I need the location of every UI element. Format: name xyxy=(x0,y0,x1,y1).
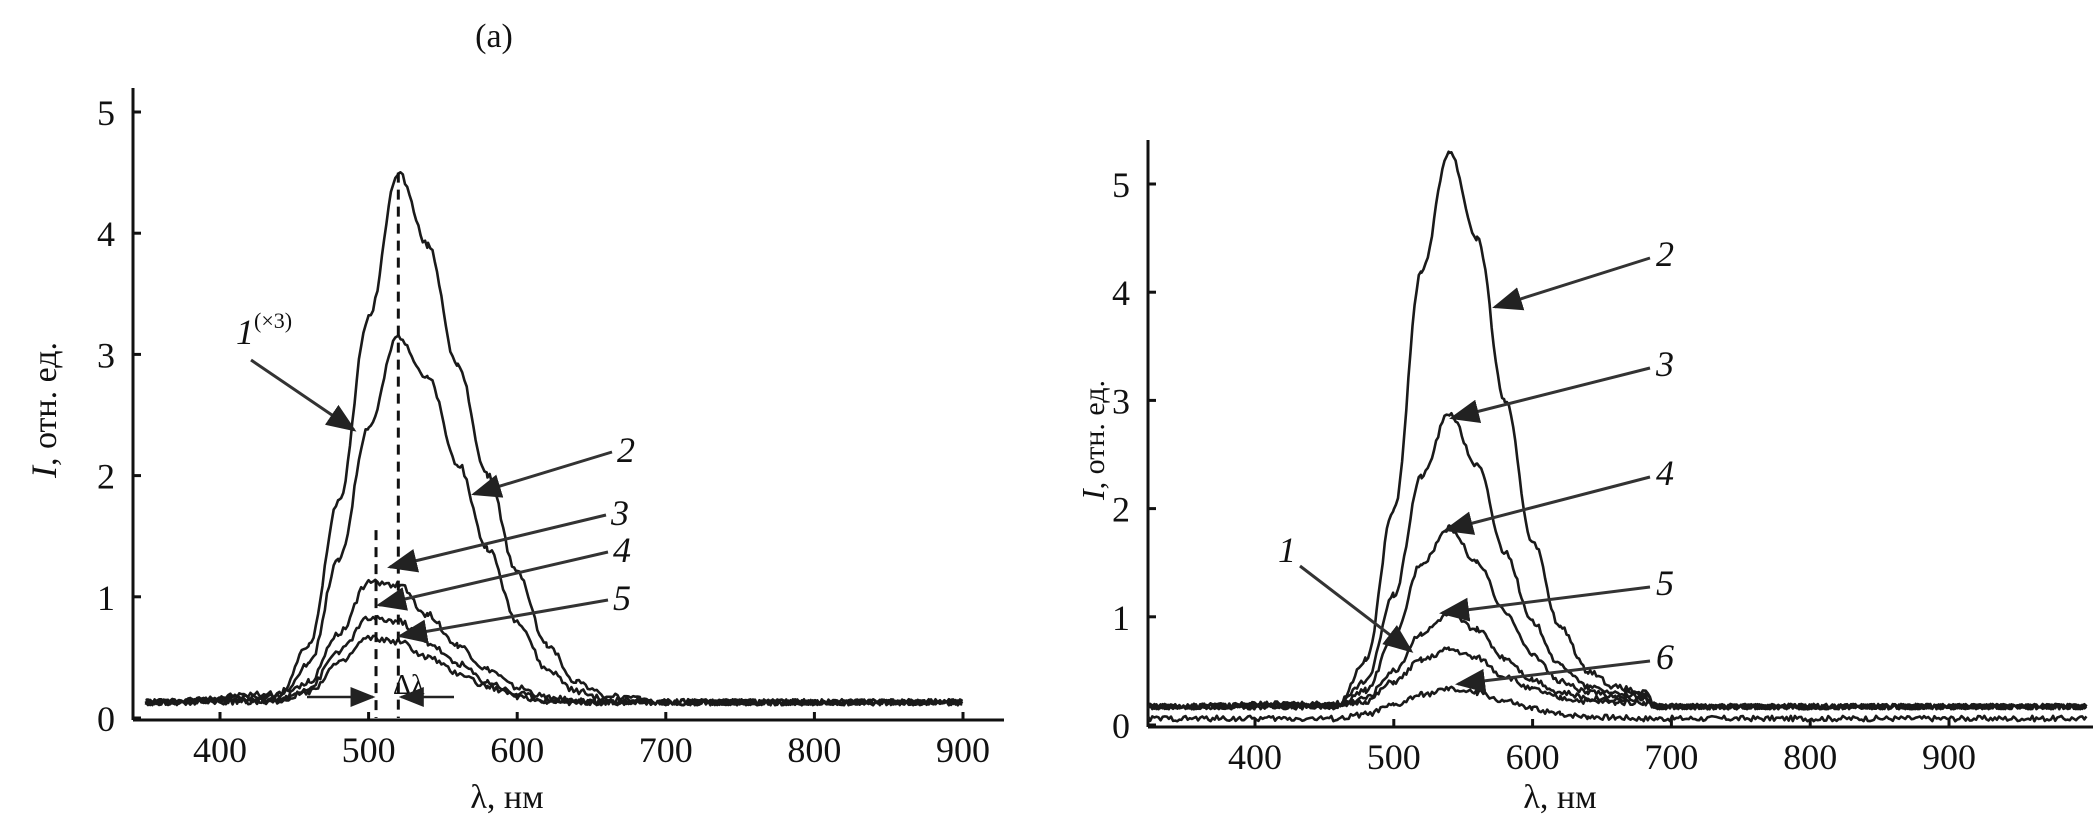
series-line-5 xyxy=(144,634,964,707)
curve-2-pointer xyxy=(471,450,613,498)
curve-label-2: 2 xyxy=(1656,234,1674,274)
panel-b: λ, нм I, отн. ед. 2 3 4 5 6 1 0 1 2 3 4 5 400 5… xyxy=(1075,140,2093,816)
y-tick-label: 3 xyxy=(97,335,115,375)
panel-a: (a) λ, нм I, отн. ед. 1(×3) 2 3 4 5 Δλ 0… xyxy=(24,18,1004,816)
x-tick-label: 900 xyxy=(936,730,990,770)
curve-4-pointer xyxy=(1443,475,1651,535)
curve-label-4: 4 xyxy=(613,530,631,570)
x-tick-label: 600 xyxy=(1506,737,1560,777)
curve-1-pointer xyxy=(250,358,357,432)
y-axis-label: I, отн. ед. xyxy=(24,342,64,479)
y-tick-label: 5 xyxy=(1112,165,1130,205)
y-tick-label: 3 xyxy=(1112,381,1130,421)
y-tick-label: 0 xyxy=(1112,706,1130,746)
curve-label-5: 5 xyxy=(1656,563,1674,603)
series-line-3 xyxy=(145,578,964,707)
x-tick-label: 400 xyxy=(1228,737,1282,777)
x-axis-label: λ, нм xyxy=(1523,779,1596,816)
x-tick-label: 800 xyxy=(787,730,841,770)
x-tick-label: 400 xyxy=(193,730,247,770)
curve-label-3: 3 xyxy=(1655,344,1674,384)
series-line-2 xyxy=(1147,150,2088,711)
x-tick-label: 500 xyxy=(1367,737,1421,777)
curve-4-pointer xyxy=(376,550,609,611)
y-axis-label-unit: , отн. ед. xyxy=(27,342,64,466)
series-line-5 xyxy=(1146,611,2088,711)
curve-label-4: 4 xyxy=(1656,453,1674,493)
curve-label-1-sup: (×3) xyxy=(254,308,292,333)
curve-label-6: 6 xyxy=(1656,637,1674,677)
curve-6-pointer xyxy=(1455,659,1651,693)
curve-label-3: 3 xyxy=(610,493,629,533)
x-tick-label: 800 xyxy=(1783,737,1837,777)
curve-label-2: 2 xyxy=(617,430,635,470)
x-tick-label: 900 xyxy=(1922,737,1976,777)
y-axis-label-var: I xyxy=(24,464,64,479)
curve-3-pointer xyxy=(387,513,607,573)
x-tick-label: 700 xyxy=(1644,737,1698,777)
curve-1-pointer xyxy=(1299,564,1414,653)
curve-label-1: 1(×3) xyxy=(236,308,292,352)
x-axis-label: λ, нм xyxy=(470,779,543,816)
curve-label-5: 5 xyxy=(613,578,631,618)
curve-5-pointer xyxy=(397,598,609,644)
y-tick-label: 0 xyxy=(97,699,115,739)
curve-label-1: 1 xyxy=(1278,530,1296,570)
y-axis-label-unit: , отн. ед. xyxy=(1078,380,1111,489)
y-tick-label: 1 xyxy=(1112,598,1130,638)
y-tick-label: 4 xyxy=(1112,273,1130,313)
x-tick-label: 700 xyxy=(639,730,693,770)
y-axis-label-var: I xyxy=(1075,488,1111,501)
curve-2-pointer xyxy=(1492,256,1651,311)
panel-label: (a) xyxy=(475,18,513,55)
y-tick-label: 2 xyxy=(1112,490,1130,530)
curve-3-pointer xyxy=(1449,366,1651,424)
y-tick-label: 5 xyxy=(97,93,115,133)
y-axis-label: I, отн. ед. xyxy=(1075,380,1111,501)
curve-5-pointer xyxy=(1439,585,1651,622)
curve-label-1-num: 1 xyxy=(236,312,254,352)
series-line-1 xyxy=(144,171,963,707)
x-tick-label: 500 xyxy=(342,730,396,770)
y-tick-label: 4 xyxy=(97,214,115,254)
y-tick-label: 1 xyxy=(97,578,115,618)
series-line-6 xyxy=(1146,685,2088,723)
x-tick-label: 600 xyxy=(490,730,544,770)
y-tick-label: 2 xyxy=(97,457,115,497)
